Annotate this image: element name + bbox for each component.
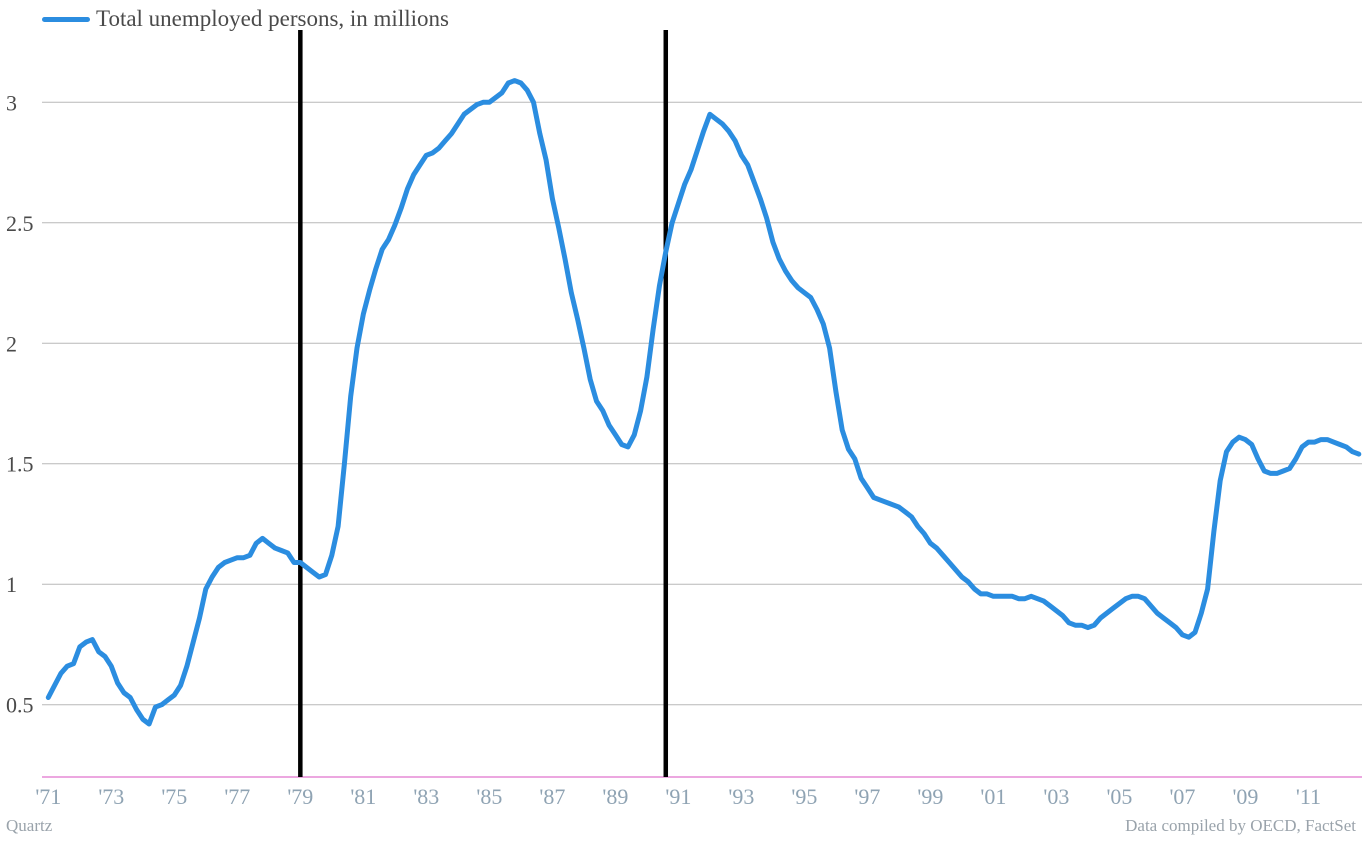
y-axis-ticks: 0.5 1 1.5 2 2.5 3 [6, 90, 34, 717]
x-tick-label: '73 [98, 784, 124, 809]
x-axis-ticks: '71 '73 '75 '77 '79 '81 '83 '85 '87 '89 '91 '93 '95 '… [35, 784, 1321, 809]
x-tick-label: '95 [791, 784, 817, 809]
legend: Total unemployed persons, in millions [42, 4, 449, 34]
x-tick-label: '71 [35, 784, 61, 809]
x-tick-label: '83 [413, 784, 439, 809]
y-tick-label: 1.5 [6, 452, 34, 477]
x-tick-label: '97 [854, 784, 880, 809]
y-tick-label: 1 [6, 572, 17, 597]
x-tick-label: '01 [980, 784, 1006, 809]
x-tick-label: '07 [1169, 784, 1195, 809]
x-tick-label: '99 [917, 784, 943, 809]
x-tick-label: '89 [602, 784, 628, 809]
x-tick-label: '09 [1232, 784, 1258, 809]
x-tick-label: '91 [665, 784, 691, 809]
series-line-unemployed [45, 78, 1362, 727]
y-tick-label: 2 [6, 331, 17, 356]
data-credit: Data compiled by OECD, FactSet [1125, 816, 1356, 835]
x-tick-label: '93 [728, 784, 754, 809]
gridlines [42, 101, 1362, 778]
y-tick-label: 3 [6, 90, 17, 115]
y-tick-label: 0.5 [6, 693, 34, 718]
legend-label: Total unemployed persons, in millions [96, 6, 449, 31]
x-tick-label: '85 [476, 784, 502, 809]
x-tick-label: '11 [1296, 784, 1321, 809]
x-tick-label: '75 [161, 784, 187, 809]
x-tick-label: '03 [1043, 784, 1069, 809]
source-credit: Quartz [6, 816, 53, 835]
x-tick-label: '87 [539, 784, 565, 809]
x-tick-label: '81 [350, 784, 376, 809]
series-layer [45, 78, 1362, 727]
legend-swatch [42, 16, 90, 22]
x-tick-label: '77 [224, 784, 250, 809]
vertical-markers [298, 30, 669, 777]
x-tick-label: '79 [287, 784, 313, 809]
y-tick-label: 2.5 [6, 211, 34, 236]
x-tick-label: '05 [1106, 784, 1132, 809]
